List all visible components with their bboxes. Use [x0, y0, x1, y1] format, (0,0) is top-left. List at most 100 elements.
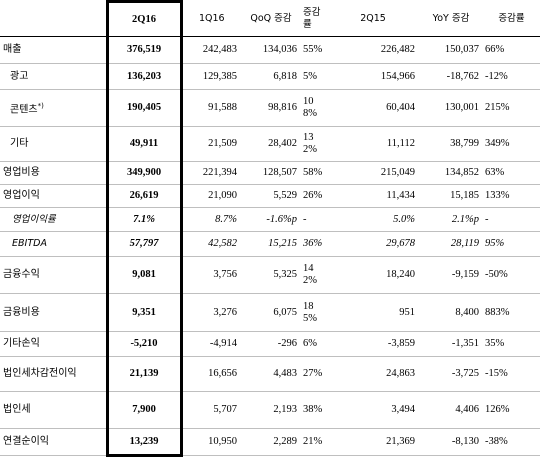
- column-header: 2Q15: [327, 1, 419, 37]
- cell: 134,036: [241, 36, 301, 64]
- cell: 5.0%: [327, 207, 419, 232]
- column-header: 증감률: [301, 1, 327, 37]
- cell: 154,966: [327, 63, 419, 90]
- cell: 6%: [301, 331, 327, 357]
- cell: 15,215: [241, 231, 301, 257]
- cell: 8.7%: [181, 207, 241, 232]
- cell: 150,037: [419, 36, 483, 64]
- cell: -3,725: [419, 356, 483, 392]
- row-label-text: 콘텐츠: [10, 104, 38, 116]
- cell: -: [483, 207, 540, 232]
- row-label-text: EBITDA: [12, 238, 47, 249]
- cell: 130,001: [419, 89, 483, 127]
- cell: 60,404: [327, 89, 419, 127]
- row-label-text: 금융비용: [3, 306, 40, 318]
- cell: 5%: [301, 63, 327, 90]
- cell: 108%: [301, 89, 327, 127]
- cell: 226,482: [327, 36, 419, 64]
- cell: 349%: [483, 126, 540, 162]
- row-label-text: 기타: [10, 138, 29, 149]
- cell: 55%: [301, 36, 327, 64]
- row-label-text: 법인세차감전이익: [3, 368, 77, 379]
- cell: -9,159: [419, 256, 483, 294]
- cell: 133%: [483, 184, 540, 208]
- cell: -4,914: [181, 331, 241, 357]
- cell: 15,185: [419, 184, 483, 208]
- row-label-text: 매출: [3, 44, 22, 55]
- row-label: 법인세: [0, 391, 107, 429]
- table-row: 기타손익 -5,210 -4,914 -296 6% -3,859 -1,351 35%: [0, 331, 540, 357]
- column-header: YoY 증감: [419, 1, 483, 37]
- row-label: EBITDA: [0, 231, 107, 257]
- cell: 57,797: [105, 231, 183, 257]
- table-row: 법인세차감전이익 21,139 16,656 4,483 27% 24,863 -3,725…: [0, 356, 540, 392]
- cell: -1.6%p: [241, 207, 301, 232]
- cell: 128,507: [241, 161, 301, 185]
- cell: -38%: [483, 428, 540, 456]
- cell: 10,950: [181, 428, 241, 456]
- cell: 126%: [483, 391, 540, 429]
- row-label-text: 광고: [10, 70, 29, 82]
- table-row: 광고 136,203 129,385 6,818 5% 154,966 -18,762 -12…: [0, 63, 540, 90]
- cell: 2,193: [241, 391, 301, 429]
- table-row: 영업이익 26,619 21,090 5,529 26% 11,434 15,185 133%: [0, 184, 540, 208]
- cell: 129,385: [181, 63, 241, 90]
- cell: 49,911: [105, 126, 183, 162]
- row-label-text: 기타손익: [3, 338, 40, 349]
- cell: 18,240: [327, 256, 419, 294]
- header-row: 2Q16 1Q16 QoQ 증감 증감률 2Q15 YoY 증감 증감률: [0, 0, 540, 37]
- cell: 215,049: [327, 161, 419, 185]
- column-header: 1Q16: [181, 1, 241, 37]
- table-row: 영업비용 349,900 221,394 128,507 58% 215,049 134,8…: [0, 161, 540, 185]
- cell: 883%: [483, 293, 540, 332]
- table-row: 금융비용 9,351 3,276 6,075 185% 951 8,400 883%: [0, 293, 540, 332]
- cell: 26,619: [105, 184, 183, 208]
- row-label: 법인세차감전이익: [0, 356, 107, 392]
- cell: -1,351: [419, 331, 483, 357]
- cell: -8,130: [419, 428, 483, 456]
- cell: 91,588: [181, 89, 241, 127]
- cell: 13,239: [105, 428, 183, 457]
- cell: 36%: [301, 231, 327, 257]
- cell: 38,799: [419, 126, 483, 162]
- row-label: 영업비용: [0, 161, 107, 185]
- cell: 28,119: [419, 231, 483, 257]
- cell: 63%: [483, 161, 540, 185]
- cell: 136,203: [105, 63, 183, 90]
- cell: 66%: [483, 36, 540, 64]
- cell: -3,859: [327, 331, 419, 357]
- cell: 6,075: [241, 293, 301, 332]
- cell: 29,678: [327, 231, 419, 257]
- corner-cell: [0, 1, 107, 37]
- cell: 221,394: [181, 161, 241, 185]
- cell: -: [301, 207, 327, 232]
- row-label-text: 영업이익: [3, 190, 40, 201]
- cell: 27%: [301, 356, 327, 392]
- row-label: 연결순이익: [0, 428, 107, 456]
- cell: 21,369: [327, 428, 419, 456]
- table-row: 금융수익 9,081 3,756 5,325 142% 18,240 -9,159 -50%: [0, 256, 540, 294]
- cell: 132%: [301, 126, 327, 162]
- row-label: 기타손익: [0, 331, 107, 357]
- cell: 9,351: [105, 293, 183, 332]
- row-label: 기타: [0, 126, 107, 162]
- cell: 42,582: [181, 231, 241, 257]
- cell: 11,434: [327, 184, 419, 208]
- table-row: EBITDA 57,797 42,582 15,215 36% 29,678 28,119 9…: [0, 231, 540, 257]
- column-header: 증감률: [483, 1, 540, 37]
- cell: -296: [241, 331, 301, 357]
- cell: 134,852: [419, 161, 483, 185]
- column-header: 2Q16: [105, 0, 183, 37]
- row-label-text: 영업이익률: [12, 213, 56, 225]
- column-header: QoQ 증감: [241, 1, 301, 37]
- cell: 5,325: [241, 256, 301, 294]
- row-label: 광고: [0, 63, 107, 90]
- cell: -50%: [483, 256, 540, 294]
- cell: 951: [327, 293, 419, 332]
- cell: -12%: [483, 63, 540, 90]
- cell: 21,509: [181, 126, 241, 162]
- cell: 28,402: [241, 126, 301, 162]
- cell: 16,656: [181, 356, 241, 392]
- cell: 35%: [483, 331, 540, 357]
